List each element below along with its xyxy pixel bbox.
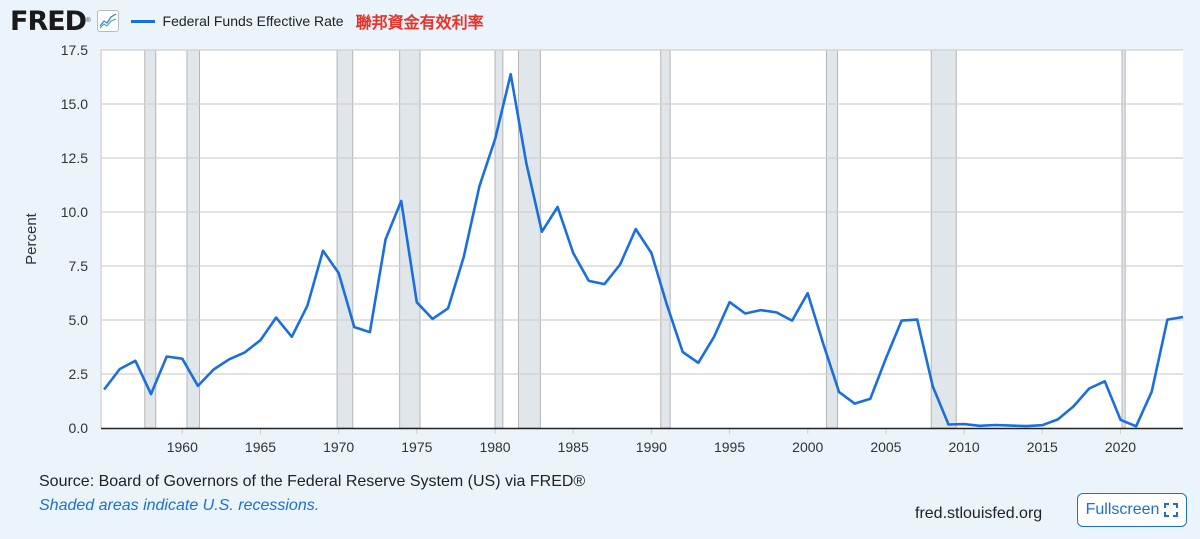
y-tick-label: 15.0 [61,96,88,112]
fullscreen-label: Fullscreen [1085,501,1160,518]
site-link[interactable]: fred.stlouisfed.org [915,505,1043,522]
recession-note: Shaded areas indicate U.S. recessions. [39,497,320,514]
registered-mark: ® [86,18,91,24]
x-tick-label: 2010 [949,439,980,455]
fullscreen-icon [1164,503,1179,517]
recession-band [399,49,421,429]
x-tick-label: 1990 [636,439,667,455]
legend-series-label-cn: 聯邦資金有效利率 [355,15,484,32]
x-tick-label: 1985 [558,439,589,455]
legend-line-swatch [130,19,155,23]
y-tick-label: 17.5 [61,42,88,58]
series-line-fedfunds [103,72,1184,428]
graph-icon [96,10,119,32]
x-tick-label: 2000 [792,439,823,455]
chart-header: FRED ® Federal Funds Effective Rate 聯邦資金有… [10,5,484,37]
x-tick-label: 1970 [323,439,354,455]
source-note: Source: Board of Governors of the Federa… [39,473,586,490]
x-tick-label: 1980 [479,439,510,455]
y-tick-label: 5.0 [69,312,89,328]
y-tick-label: 10.0 [61,204,88,220]
recession-band [930,49,957,429]
recession-band [660,49,671,429]
recession-band [1121,49,1126,429]
fullscreen-button[interactable]: Fullscreen [1077,493,1187,527]
legend-series-label: Federal Funds Effective Rate [162,13,344,29]
y-tick-label: 12.5 [61,150,88,166]
recession-band [144,49,157,429]
y-tick-label: 7.5 [69,258,89,274]
y-axis-label: Percent [23,212,40,265]
recession-band [336,49,354,429]
x-tick-label: 2020 [1105,439,1136,455]
y-tick-label: 0.0 [69,420,89,436]
x-tick-label: 2015 [1027,439,1058,455]
x-tick-label: 1960 [167,439,198,455]
x-tick-label: 1965 [245,439,276,455]
y-tick-label: 2.5 [69,366,89,382]
fred-logo[interactable]: FRED [10,5,87,37]
x-tick-label: 1995 [714,439,745,455]
x-tick-label: 2005 [870,439,901,455]
recession-band [517,49,541,429]
x-tick-label: 1975 [401,439,432,455]
